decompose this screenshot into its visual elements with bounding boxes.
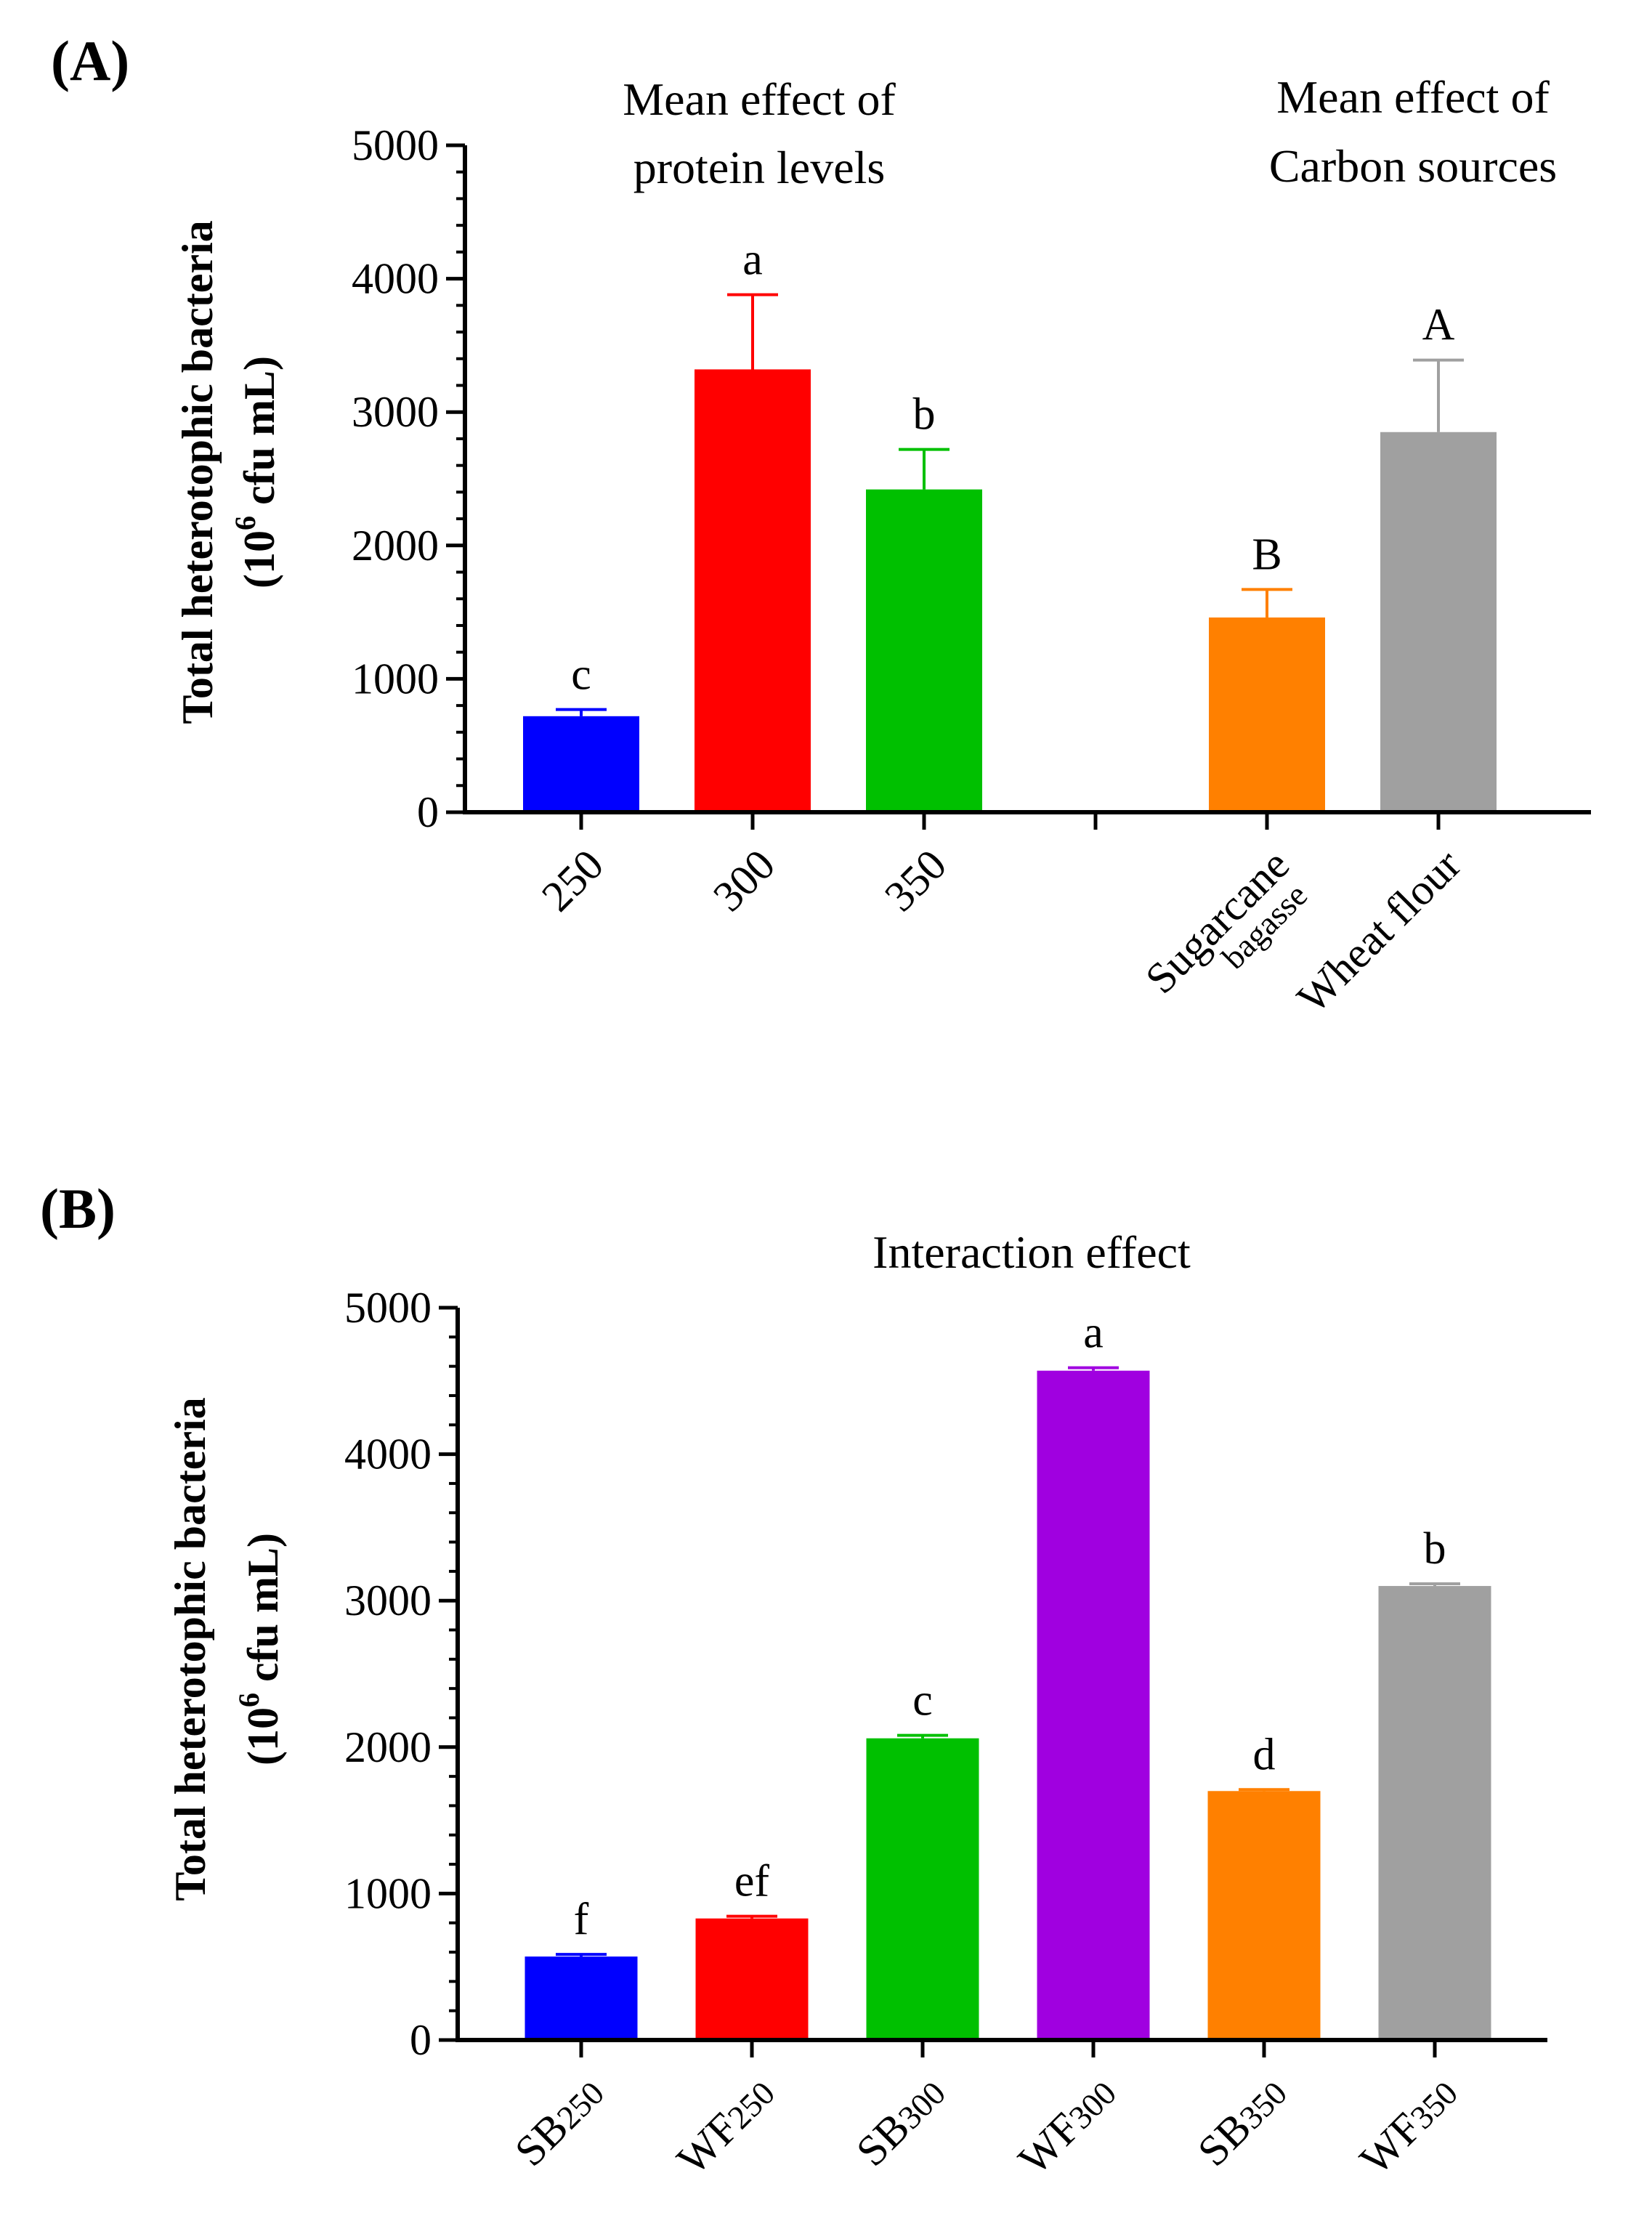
- bar: [695, 369, 811, 812]
- x-tick-label: WF300: [1009, 2068, 1125, 2184]
- x-tick-label-group: 300: [704, 841, 784, 920]
- significance-letter: A: [1422, 301, 1455, 350]
- panel-a-ylabel-line2: (106 cfu mL): [229, 356, 283, 588]
- significance-letter: c: [912, 1676, 933, 1725]
- panel-a-chart: (A) Total heterotophic bacteria (106 cfu…: [51, 29, 1591, 1022]
- x-tick-label-group: WF300: [1009, 2068, 1125, 2184]
- x-tick-label-group: SB300: [847, 2068, 954, 2175]
- panel-b-plot-area: f ef c a d b 0 1000 2000 3000 4000 5000 SB250 WF250 SB…: [344, 1284, 1547, 2184]
- x-tick-label: Wheat flour: [1288, 841, 1470, 1022]
- y-tick-label: 1000: [344, 1869, 432, 1917]
- bar: [1037, 1370, 1150, 2040]
- y-tick-label: 3000: [352, 388, 439, 436]
- x-tick-label-group: 350: [875, 841, 955, 920]
- x-tick-label: SB300: [847, 2068, 954, 2175]
- bar: [1209, 617, 1325, 812]
- y-tick-label: 0: [417, 788, 439, 836]
- bar: [1207, 1791, 1321, 2040]
- significance-letter: c: [571, 650, 591, 700]
- significance-letter: ef: [734, 1857, 770, 1906]
- y-tick-label: 2000: [344, 1723, 432, 1771]
- panel-b-label: (B): [40, 1177, 116, 1240]
- x-tick-label: 250: [533, 841, 612, 920]
- bar: [1380, 432, 1497, 812]
- x-tick-label-group: WF250: [668, 2068, 783, 2184]
- panel-b-ylabel-line1: Total heterotophic bacteria: [166, 1397, 214, 1901]
- y-tick-label: 5000: [344, 1284, 432, 1332]
- bar: [1378, 1586, 1491, 2040]
- bar: [695, 1918, 809, 2040]
- panel-a-ylabel: Total heterotophic bacteria (106 cfu mL): [174, 220, 283, 724]
- significance-letter: a: [1083, 1308, 1104, 1358]
- significance-letter: d: [1253, 1730, 1276, 1779]
- panel-a-annotation-carbon: Mean effect of Carbon sources: [1269, 71, 1557, 192]
- annotation-line: Mean effect of: [623, 73, 896, 125]
- significance-letter: f: [574, 1895, 589, 1944]
- bar: [866, 489, 982, 812]
- x-tick-label: 300: [704, 841, 784, 920]
- annotation-line: Mean effect of: [1276, 71, 1550, 123]
- annotation-line: Carbon sources: [1269, 140, 1557, 192]
- y-tick-label: 3000: [344, 1577, 432, 1624]
- x-tick-label: WF350: [1351, 2068, 1466, 2184]
- significance-letter: b: [1424, 1524, 1446, 1574]
- bar: [866, 1738, 979, 2040]
- y-tick-label: 1000: [352, 655, 439, 703]
- x-tick-label-group: SB250: [506, 2068, 612, 2175]
- annotation-line: Interaction effect: [872, 1226, 1191, 1278]
- y-tick-label: 0: [410, 2016, 432, 2064]
- x-tick-label-group: 250: [533, 841, 612, 920]
- significance-letter: a: [742, 235, 763, 285]
- panel-a-annotation-protein: Mean effect of protein levels: [623, 73, 896, 193]
- bar: [523, 716, 639, 812]
- panel-b-ylabel: Total heterotophic bacteria (106 cfu mL): [166, 1397, 287, 1901]
- significance-letter: B: [1252, 530, 1281, 579]
- panel-a-ylabel-line1: Total heterotophic bacteria: [174, 220, 222, 724]
- panel-a-label: (A): [51, 29, 129, 92]
- panel-b-chart: (B) Total heterotophic bacteria (106 cfu…: [40, 1177, 1547, 2184]
- panel-b-ylabel-line2: (106 cfu mL): [232, 1533, 287, 1765]
- y-tick-label: 5000: [352, 121, 439, 169]
- x-tick-label: 350: [875, 841, 955, 920]
- y-tick-label: 2000: [352, 522, 439, 570]
- x-tick-label: SB350: [1189, 2068, 1295, 2175]
- panel-a-plot-area: c a b B A 0 1000 2000 3000 4000 5000 250 300 350 Sugar…: [352, 121, 1591, 1022]
- significance-letter: b: [913, 390, 936, 440]
- annotation-line: protein levels: [633, 142, 886, 193]
- x-tick-label: SB250: [506, 2068, 612, 2175]
- bar: [525, 1956, 638, 2040]
- y-tick-label: 4000: [352, 255, 439, 303]
- x-tick-label-group: WF350: [1351, 2068, 1466, 2184]
- x-tick-label: WF250: [668, 2068, 783, 2184]
- panel-b-annotation-interaction: Interaction effect: [872, 1226, 1191, 1278]
- x-tick-label-group: SB350: [1189, 2068, 1295, 2175]
- y-tick-label: 4000: [344, 1430, 432, 1478]
- x-tick-label-group: Wheat flour: [1288, 841, 1470, 1022]
